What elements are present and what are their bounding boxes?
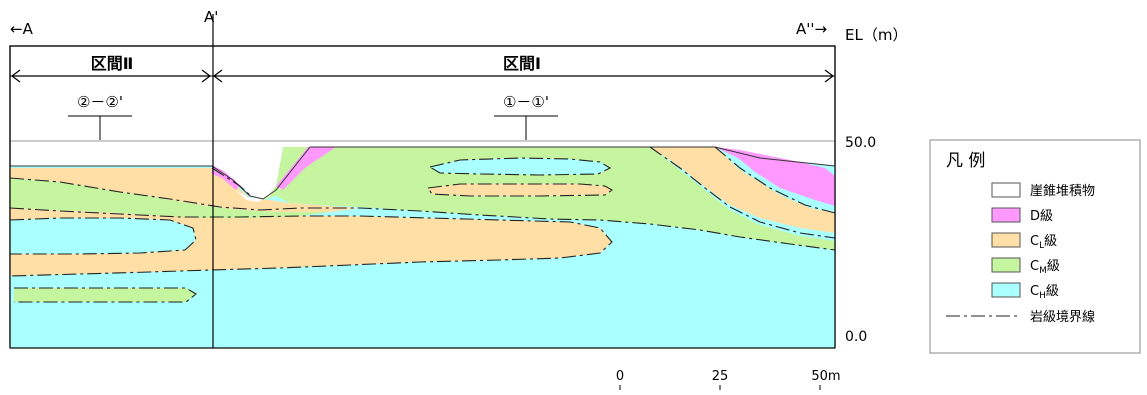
legend-swatch-d: [991, 207, 1021, 223]
d-class-layer-right: [715, 147, 835, 206]
cm-class-lens-bottom: [14, 288, 196, 302]
ground-surface: [10, 146, 836, 200]
rock-layers: [9, 146, 836, 348]
cl-class-lens-small: [428, 184, 612, 196]
legend-label-ch: CH級: [1030, 284, 1059, 301]
rock-class-boundaries: [9, 146, 836, 303]
elevation-50-label: 50.0: [845, 135, 876, 151]
legend-swatch-ch: [991, 282, 1021, 298]
section-2-label: 区間Ⅱ: [91, 54, 134, 73]
profile-marker-2-label: ②－②': [77, 93, 123, 111]
right-direction-label: A''→: [796, 20, 827, 38]
cm-class-layer-left: [10, 178, 330, 218]
scale-tick-50: 50m: [811, 369, 840, 384]
cm-class-layer: [264, 147, 835, 250]
scale-tick-0: 0: [616, 369, 624, 384]
elevation-unit-label: EL（m）: [845, 26, 907, 44]
ch-class-lens-upper: [430, 158, 610, 175]
a-prime-label: A': [204, 8, 218, 26]
section-2-dimension: [11, 69, 211, 83]
cl-class-layer-upper: [10, 168, 360, 212]
legend-swatch-talus: [991, 182, 1021, 198]
legend: 凡 例 崖錐堆積物 D級 CL級 CM級 CH級 岩級境界線: [929, 139, 1141, 354]
legend-swatch-cl: [991, 232, 1021, 248]
profile-marker-1-label: ①－①': [503, 93, 549, 111]
section-1-dimension: [213, 69, 834, 83]
d-class-layer-ridge: [276, 147, 336, 190]
cl-class-layer-slope: [650, 147, 835, 233]
legend-frame: [929, 139, 1141, 354]
left-direction-label: ←A: [10, 20, 34, 38]
section-1-label: 区間Ⅰ: [503, 54, 541, 73]
scale-bar: 0 25 50m: [616, 369, 841, 390]
legend-title: 凡 例: [946, 151, 985, 171]
ch-class-finger-left: [10, 218, 196, 254]
legend-label-cm: CM級: [1030, 259, 1060, 276]
section-frame-outline: [9, 45, 836, 349]
talus-deposit: [236, 189, 276, 202]
elevation-0-label: 0.0: [845, 329, 867, 345]
legend-swatch-cm: [991, 257, 1021, 273]
legend-label-cl: CL級: [1030, 234, 1057, 251]
legend-label-talus: 崖錐堆積物: [1030, 184, 1095, 199]
scale-tick-25: 25: [712, 369, 729, 384]
legend-label-boundary: 岩級境界線: [1030, 309, 1095, 325]
legend-label-d: D級: [1030, 209, 1053, 224]
